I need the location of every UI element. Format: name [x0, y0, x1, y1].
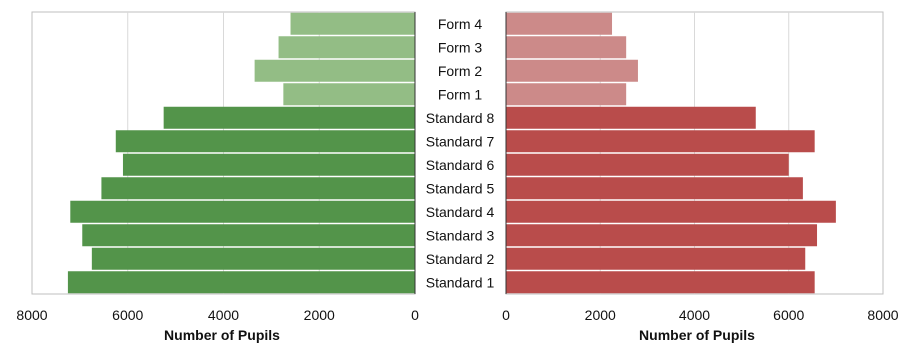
right-bar-standard-8 [506, 106, 756, 129]
right-tick-label: 6000 [773, 307, 804, 323]
left-bar-form-2 [254, 59, 415, 82]
category-label-form-2: Form 2 [438, 63, 483, 79]
left-tick-label: 0 [411, 307, 419, 323]
left-bar-standard-5 [101, 177, 415, 200]
category-labels: Form 4 Form 3 Form 2 Form 1 Standard 8 Standa… [426, 16, 495, 291]
left-bar-standard-8 [163, 106, 415, 129]
right-bar-standard-5 [506, 177, 803, 200]
right-tick-label: 8000 [867, 307, 898, 323]
left-x-axis-ticks: 8000 6000 4000 2000 0 [16, 307, 419, 323]
left-bar-standard-2 [91, 247, 415, 270]
category-label-standard-8: Standard 8 [426, 110, 495, 126]
right-tick-label: 2000 [585, 307, 616, 323]
category-label-standard-6: Standard 6 [426, 157, 495, 173]
left-bar-standard-4 [70, 200, 416, 223]
left-bar-standard-6 [122, 153, 416, 176]
category-label-standard-2: Standard 2 [426, 251, 495, 267]
right-bar-form-1 [506, 83, 627, 106]
right-bar-standard-3 [506, 224, 818, 247]
left-tick-label: 2000 [304, 307, 335, 323]
left-tick-label: 8000 [16, 307, 47, 323]
right-tick-label: 0 [502, 307, 510, 323]
right-bar-standard-6 [506, 153, 789, 176]
right-tick-label: 4000 [679, 307, 710, 323]
left-bar-form-3 [278, 36, 415, 59]
right-bar-form-4 [506, 12, 613, 35]
left-bar-form-1 [283, 83, 415, 106]
right-bar-form-3 [506, 36, 627, 59]
left-x-axis-title: Number of Pupils [164, 327, 280, 343]
category-label-standard-5: Standard 5 [426, 180, 495, 196]
right-bar-form-2 [506, 59, 638, 82]
category-label-standard-3: Standard 3 [426, 227, 495, 243]
category-label-form-1: Form 1 [438, 86, 483, 102]
category-label-standard-4: Standard 4 [426, 204, 495, 220]
right-bar-standard-2 [506, 247, 806, 270]
left-bar-form-4 [290, 12, 415, 35]
right-bar-standard-1 [506, 271, 815, 294]
left-tick-label: 6000 [112, 307, 143, 323]
category-label-standard-1: Standard 1 [426, 274, 495, 290]
right-bar-standard-7 [506, 130, 815, 153]
category-label-form-4: Form 4 [438, 16, 483, 32]
left-tick-label: 4000 [208, 307, 239, 323]
right-x-axis-title: Number of Pupils [639, 327, 755, 343]
left-bar-standard-1 [67, 271, 415, 294]
left-bar-standard-3 [82, 224, 416, 247]
right-plot-area [505, 11, 884, 295]
category-label-form-3: Form 3 [438, 39, 483, 55]
right-x-axis-ticks: 0 2000 4000 6000 8000 [502, 307, 899, 323]
category-label-standard-7: Standard 7 [426, 133, 495, 149]
left-plot-area [31, 11, 416, 295]
right-bar-standard-4 [506, 200, 836, 223]
left-bar-standard-7 [115, 130, 415, 153]
